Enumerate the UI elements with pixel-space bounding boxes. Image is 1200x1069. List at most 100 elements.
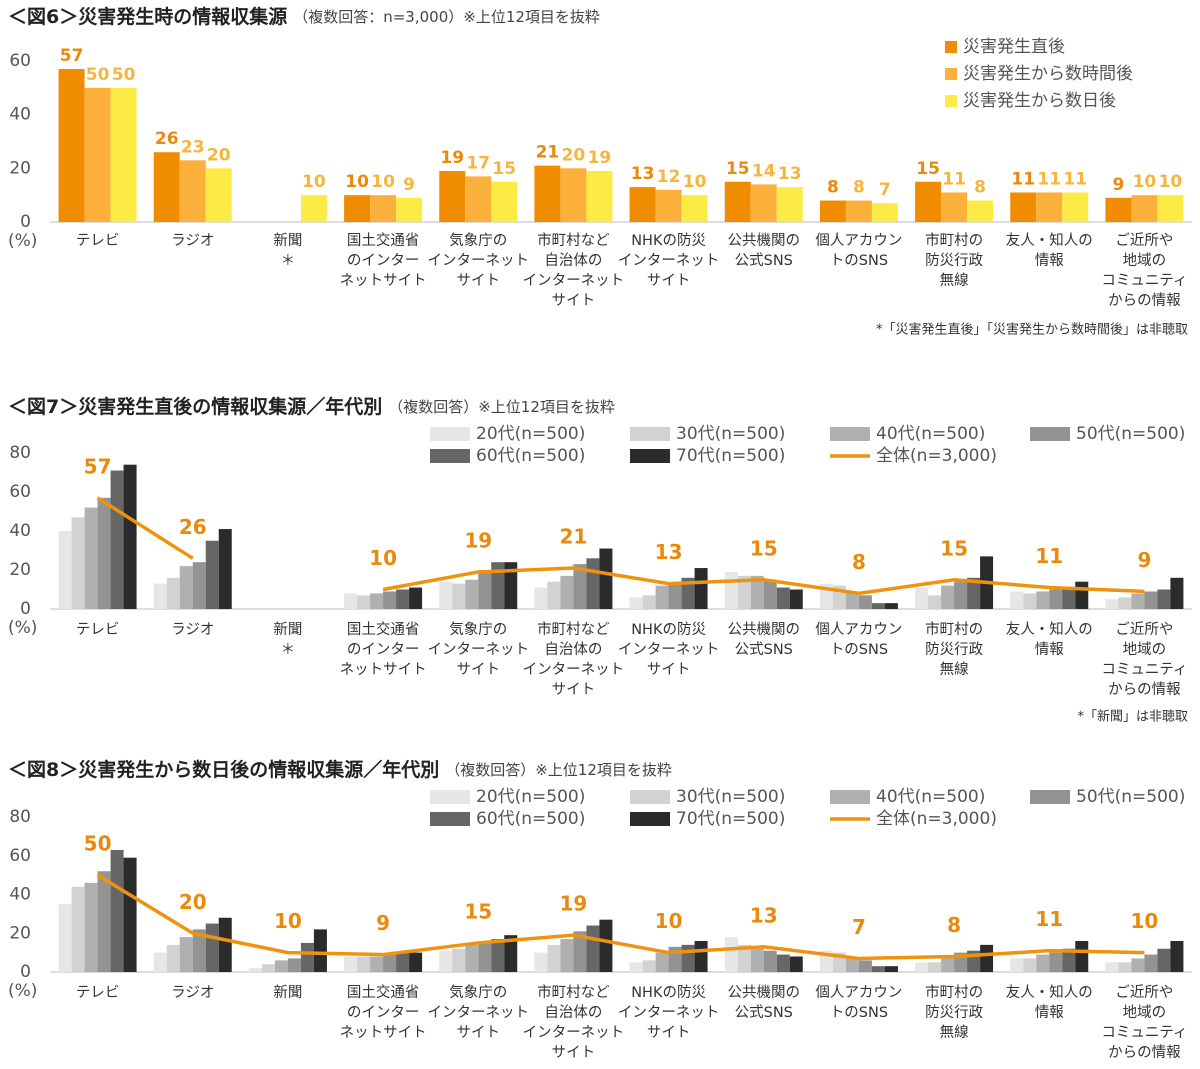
x-tick-label: 自治体の: [544, 641, 602, 658]
legend-label: 20代(n=500): [476, 787, 585, 807]
chart-title: ＜図6＞災害発生時の情報収集源 （複数回答：n=3,000）※上位12項目を抜粋: [8, 5, 600, 28]
value-label: 7: [879, 180, 891, 200]
bar: [1062, 948, 1076, 972]
bar: [573, 564, 587, 609]
x-tick-label: コミュニティ: [1101, 662, 1187, 678]
x-tick-label: 新聞: [273, 621, 302, 638]
x-tick-label: サイト: [457, 273, 501, 289]
x-tick-label: 地域の: [1123, 641, 1167, 658]
legend-label: 50代(n=500): [1076, 787, 1185, 807]
line-value-label: 13: [655, 540, 683, 564]
y-tick-label: 80: [9, 443, 31, 463]
y-axis-unit: (%): [8, 618, 37, 638]
line-value-label: 15: [940, 536, 968, 560]
y-tick-label: 0: [20, 599, 31, 619]
bar: [1118, 597, 1132, 609]
bar: [776, 587, 790, 609]
bar: [1157, 195, 1184, 222]
bar: [1062, 192, 1089, 222]
bar: [694, 941, 708, 972]
bar: [84, 882, 98, 972]
x-tick-label: 気象庁の: [449, 621, 507, 638]
bar: [1157, 589, 1171, 609]
x-tick-label: のインター: [347, 1004, 420, 1021]
y-tick-label: 0: [20, 212, 31, 232]
bar: [776, 187, 803, 222]
bar: [370, 195, 397, 222]
x-tick-label: インターネット: [523, 661, 625, 678]
bar: [1170, 941, 1184, 972]
bar: [179, 937, 193, 972]
bar: [504, 935, 518, 972]
bar: [439, 581, 453, 609]
x-tick-label: NHKの防災: [631, 232, 706, 249]
bar: [370, 593, 384, 609]
bar: [1062, 589, 1076, 609]
x-tick-label: サイト: [552, 682, 596, 698]
bar: [681, 577, 695, 609]
x-tick-label: 新聞: [273, 984, 302, 1001]
x-tick-label: サイト: [552, 293, 596, 309]
bar: [928, 595, 942, 609]
value-label: 20: [207, 145, 231, 165]
x-tick-label: のインター: [347, 252, 420, 269]
legend-swatch: [945, 95, 957, 107]
x-tick-label: 防災行政: [925, 252, 983, 269]
x-tick-label: 公式SNS: [735, 252, 793, 269]
bar: [871, 966, 885, 972]
bar: [396, 589, 410, 609]
value-label: 9: [403, 175, 415, 195]
x-tick-label: テレビ: [76, 984, 120, 1001]
y-tick-label: 20: [9, 158, 31, 178]
value-label: 21: [536, 143, 560, 163]
bar: [560, 168, 587, 222]
x-tick-label: 個人アカウン: [815, 232, 902, 249]
bar: [737, 575, 751, 609]
bar: [884, 603, 898, 609]
legend-label: 災害発生直後: [963, 37, 1065, 57]
x-tick-label: サイト: [647, 662, 691, 678]
legend-label: 災害発生から数日後: [963, 91, 1116, 111]
value-label: 23: [181, 137, 205, 157]
bar: [344, 593, 358, 609]
line-value-label: 13: [750, 903, 778, 927]
value-label: 15: [492, 159, 516, 179]
bar: [941, 585, 955, 609]
bar: [205, 540, 219, 609]
value-label: 57: [60, 46, 84, 66]
value-label: 10: [683, 172, 707, 192]
line-value-label: 57: [84, 454, 112, 478]
value-label: 10: [371, 172, 395, 192]
line-value-label: 7: [852, 915, 866, 939]
bar: [845, 200, 872, 222]
bar: [1131, 593, 1145, 609]
legend-label: 30代(n=500): [676, 787, 785, 807]
x-tick-label: からの情報: [1108, 681, 1181, 698]
bar: [1023, 593, 1037, 609]
bar: [599, 548, 613, 609]
value-label: 11: [1011, 169, 1035, 189]
bar: [491, 562, 505, 609]
title-text: ＜図7＞災害発生直後の情報収集源／年代別: [8, 395, 382, 418]
bar: [58, 904, 72, 972]
value-label: 12: [657, 167, 681, 187]
legend-label: 40代(n=500): [876, 424, 985, 444]
value-label: 20: [562, 145, 586, 165]
line: [96, 873, 1145, 961]
value-label: 19: [440, 148, 464, 168]
bar: [192, 562, 206, 609]
x-tick-label: ご近所や: [1115, 232, 1173, 249]
bar: [1010, 958, 1024, 972]
x-tick-label: サイト: [647, 273, 691, 289]
bar: [1036, 591, 1050, 609]
bar: [1105, 962, 1119, 972]
legend-label: 60代(n=500): [476, 446, 585, 466]
bar: [534, 587, 548, 609]
bar: [871, 203, 898, 222]
bar: [586, 925, 600, 972]
bar: [71, 886, 85, 972]
footnote: *「新聞」は非聴取: [1077, 709, 1188, 725]
bar: [396, 952, 410, 972]
x-tick-label: サイト: [647, 1025, 691, 1041]
bar: [599, 919, 613, 972]
